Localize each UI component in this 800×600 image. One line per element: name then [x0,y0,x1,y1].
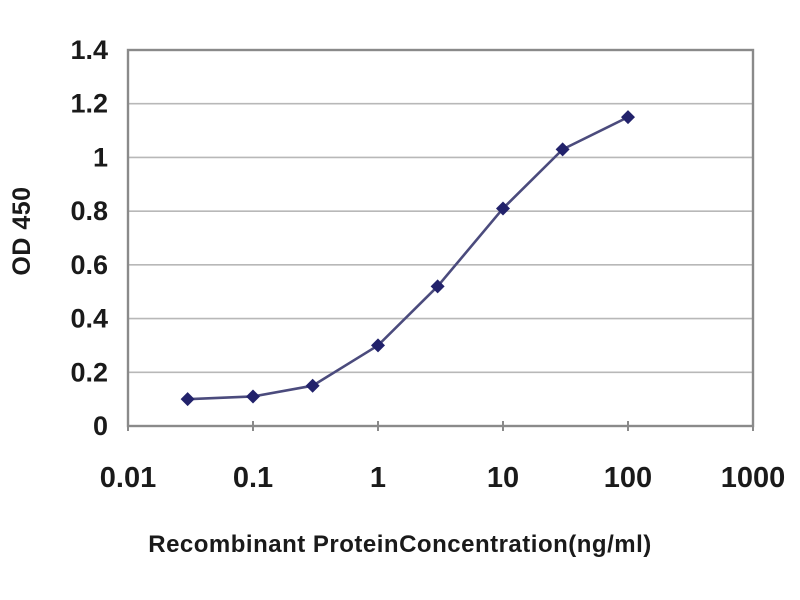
y-tick-label: 1.2 [70,89,108,119]
data-point-marker [180,392,195,407]
y-tick-label: 1 [93,142,108,172]
y-tick-label: 0 [93,411,108,441]
data-point-marker [305,378,320,393]
y-tick-label: 1.4 [70,35,108,65]
x-tick-label: 100 [604,462,652,494]
x-tick-label: 1 [370,462,386,494]
data-point-marker [555,142,570,157]
y-tick-label: 0.6 [70,250,108,280]
y-axis-title: OD 450 [8,186,36,276]
data-point-marker [371,338,385,353]
series-line [187,115,629,401]
data-point-marker [430,279,445,294]
data-point-marker [246,389,260,404]
x-tick-label: 0.01 [100,462,156,494]
x-tick-label: 10 [487,462,519,494]
plot-frame [126,48,755,428]
y-tick-label: 0.4 [70,304,108,334]
x-tick-label: 0.1 [233,462,273,494]
data-point-marker [496,201,510,216]
x-tick-label: 1000 [721,462,786,494]
y-tick-label: 0.2 [70,357,108,387]
data-point-marker [621,110,635,125]
y-tick-label: 0.8 [70,196,108,226]
x-axis-title: Recombinant ProteinConcentration(ng/ml) [148,531,652,558]
